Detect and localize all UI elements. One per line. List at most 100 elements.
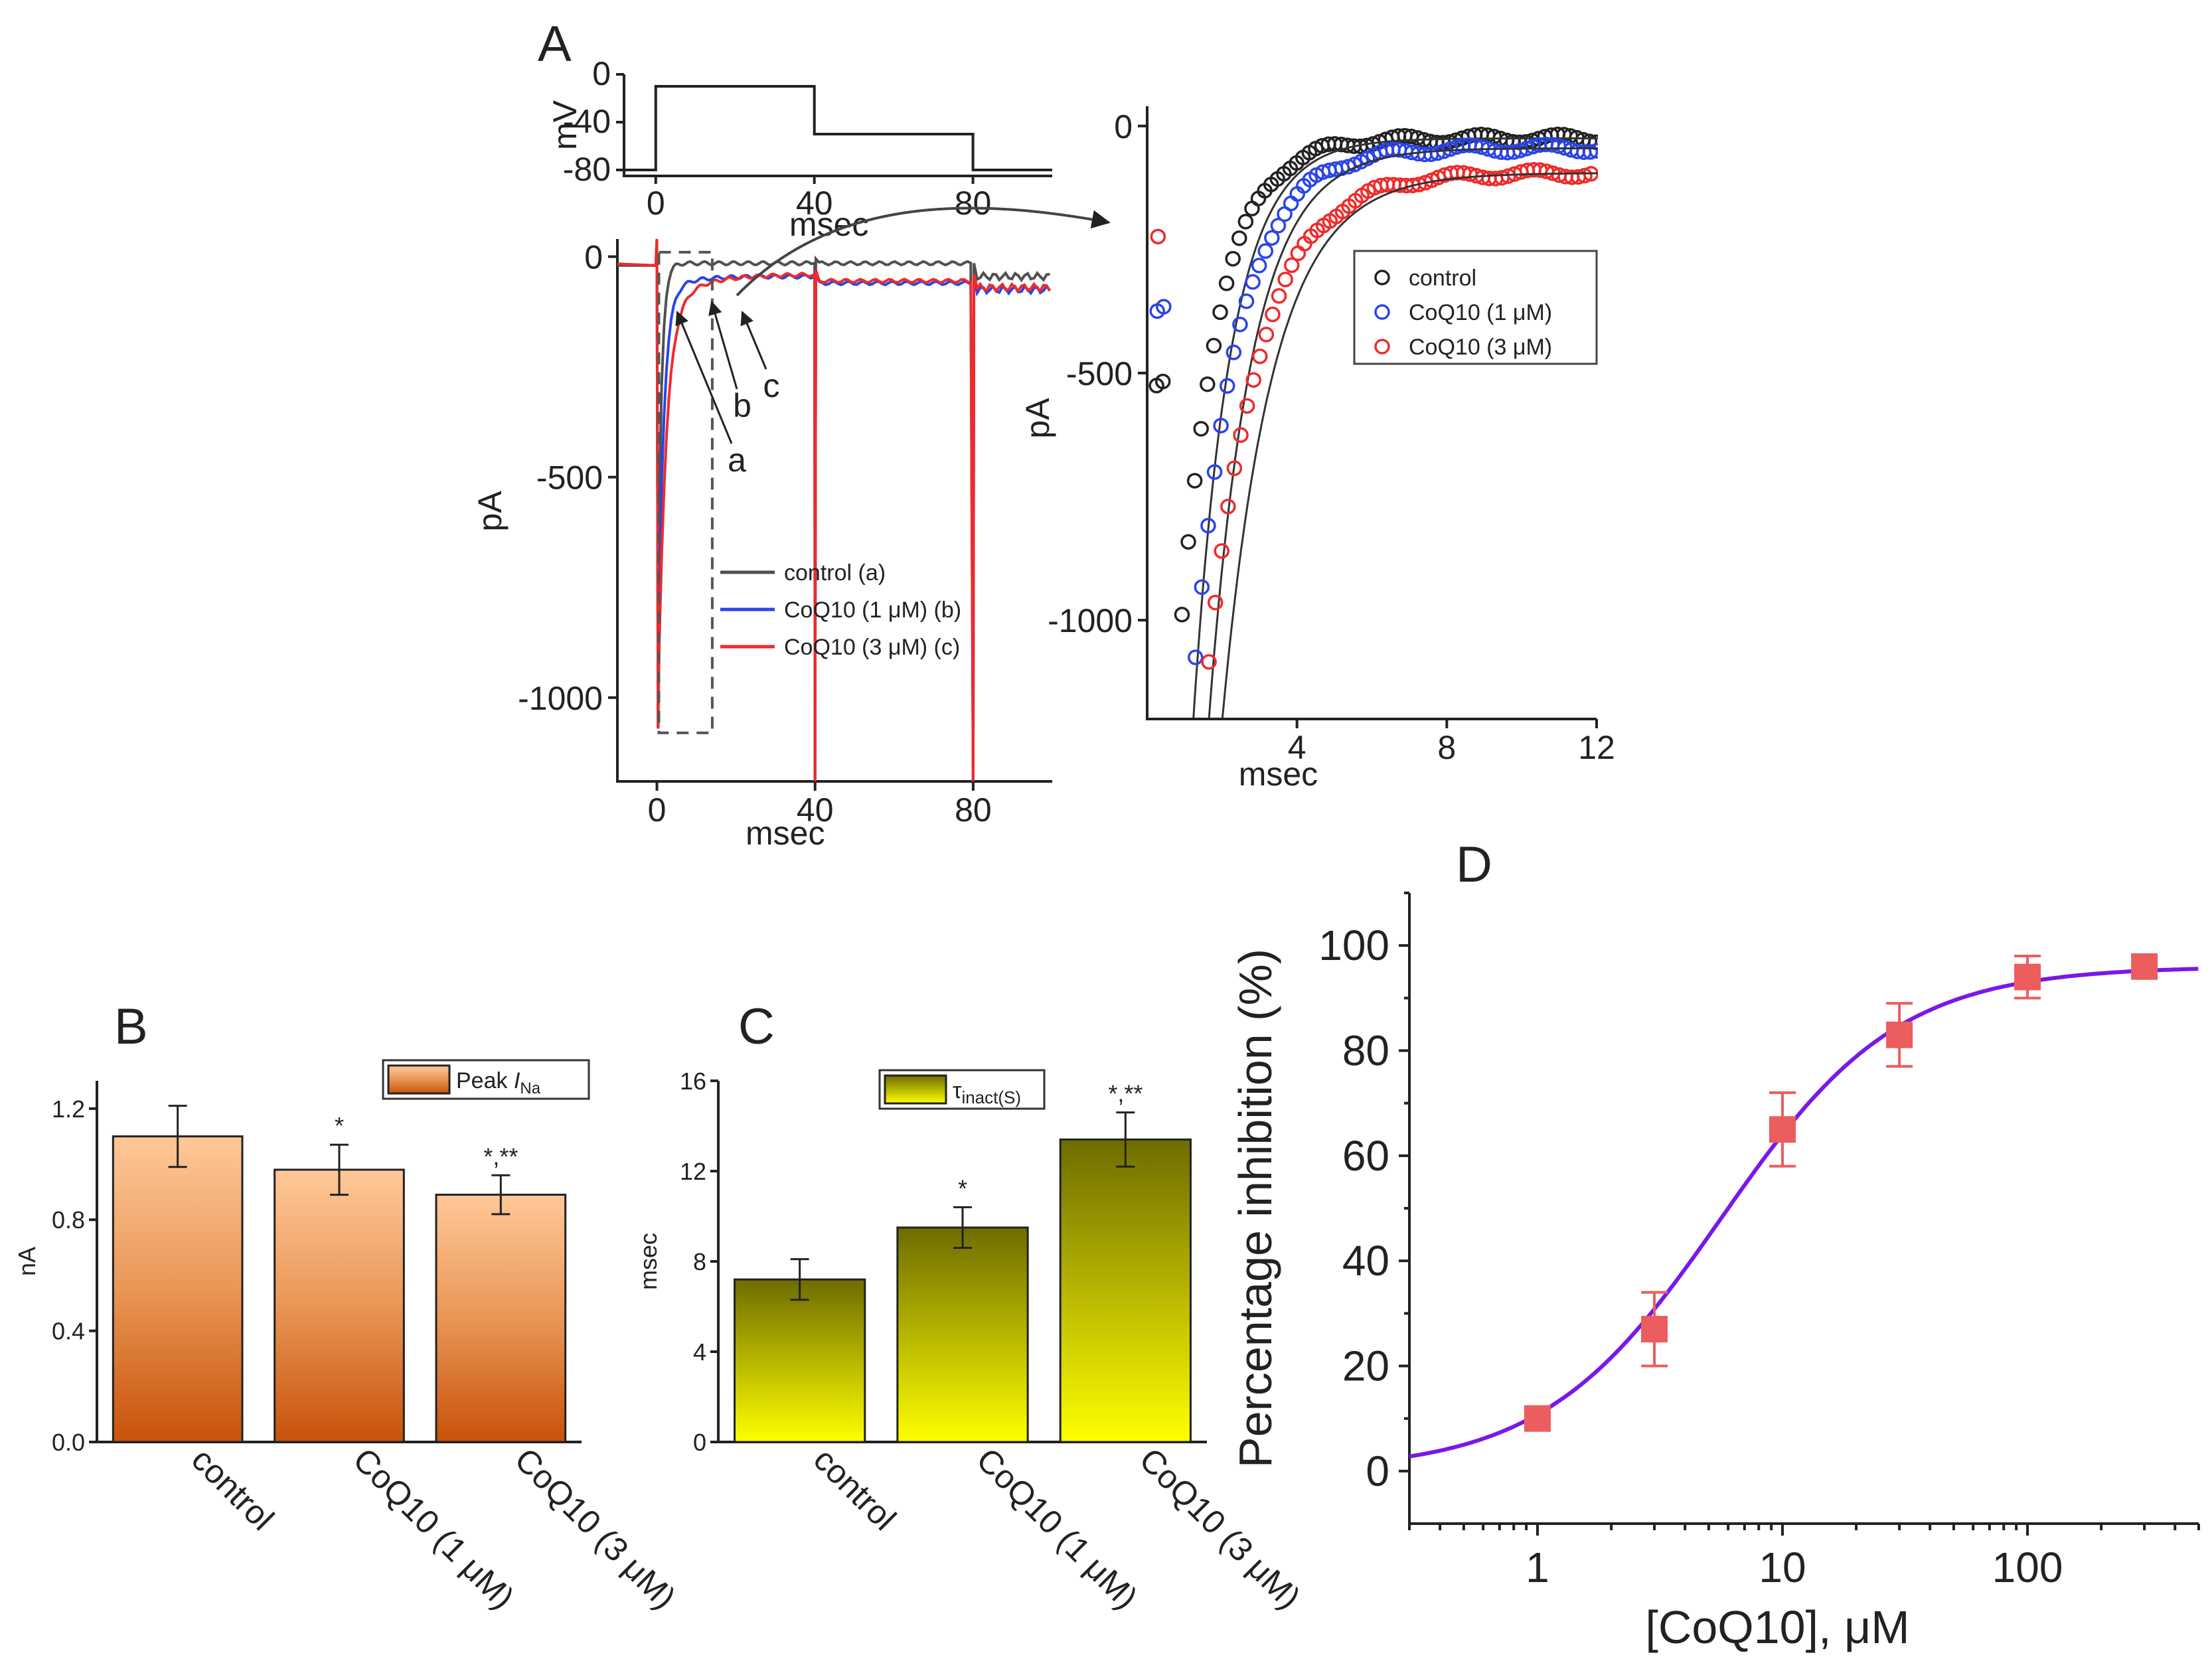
traces-y-tick-label: -1000 (518, 680, 603, 717)
protocol-axes (623, 74, 1052, 177)
significance-marker: *,** (483, 1143, 518, 1170)
annotation-arrow (740, 311, 767, 370)
inset-data-point (1233, 427, 1249, 443)
bar-category-label: CoQ10 (1 μM) (969, 1441, 1145, 1616)
dose-data-point (1524, 1405, 1551, 1432)
protocol-x-tick-label: 80 (955, 185, 992, 222)
bar-category-label: CoQ10 (3 μM) (508, 1441, 683, 1616)
panel-b-peak-ina-bars: 0.0 0.4 0.8 1.2 nA control * CoQ10 (1 μM) *,** Co… (13, 1059, 683, 1616)
dose-y-tick-label: 80 (1342, 1027, 1389, 1075)
inset-x-label: msec (1239, 756, 1318, 793)
traces-legend-label: CoQ10 (3 μM) (c) (784, 635, 960, 660)
inset-data-point (1252, 348, 1268, 364)
traces-x-tick-label: 0 (648, 791, 667, 829)
dose-y-tick-label: 40 (1342, 1237, 1389, 1285)
inset-data-point (1154, 373, 1171, 390)
protocol-y-tick-label: 0 (592, 55, 611, 92)
inset-data-point (1257, 243, 1274, 259)
inset-data-point (1258, 327, 1275, 343)
panel-label-b: B (114, 998, 148, 1055)
bar-legend-label: τinact(S) (953, 1078, 1021, 1107)
inset-data-point (1225, 345, 1242, 360)
panel-d-concentration-response: 0 20 40 60 80 100 1 10 100 [CoQ10], μM Percentage … (1229, 892, 2200, 1653)
inset-data-point (1237, 214, 1254, 230)
inset-legend-label: control (1409, 266, 1476, 291)
zoom-region-box (657, 250, 714, 734)
bar-y-tick-label: 4 (693, 1338, 706, 1366)
inset-fit-line (1221, 172, 1598, 718)
inset-data-point (1231, 230, 1247, 246)
bar-y-tick-label: 16 (680, 1068, 706, 1095)
traces-y-tick-label: 0 (584, 239, 603, 276)
inset-data-point (1194, 579, 1210, 596)
inset-data-point (1200, 518, 1216, 534)
dose-y-tick-label: 0 (1366, 1447, 1389, 1495)
inset-data-point (1186, 473, 1203, 489)
trace-line-2 (617, 238, 1052, 782)
protocol-y-tick-label: -80 (563, 151, 611, 188)
inset-data-point (1283, 195, 1299, 212)
dose-x-tick-label: 100 (1992, 1544, 2063, 1591)
inset-y-tick-label: 0 (1114, 108, 1133, 145)
bar-y-label: msec (635, 1233, 662, 1290)
inset-data-point (1225, 250, 1241, 267)
bar-y-label: nA (13, 1247, 40, 1276)
dose-data-point (2131, 953, 2158, 980)
zoom-connector-arrow (736, 206, 1111, 297)
inset-data-point (1251, 258, 1267, 274)
inset-data-point (1218, 276, 1235, 291)
bar-legend-swatch (884, 1074, 947, 1105)
inset-x-tick-label: 4 (1288, 729, 1306, 766)
protocol-y-label: mV (546, 100, 584, 150)
inset-data-point (1238, 293, 1255, 309)
dose-x-tick-label: 1 (1526, 1544, 1549, 1591)
bar (896, 1226, 1029, 1443)
inset-data-point (1245, 274, 1261, 290)
bar-y-tick-label: 0.0 (52, 1429, 85, 1456)
inset-plot-area (1148, 126, 1598, 718)
bar-y-tick-label: 0 (693, 1429, 706, 1456)
traces-x-label: msec (746, 815, 825, 852)
inset-data-point (1193, 421, 1209, 437)
inset-legend-label: CoQ10 (3 μM) (1409, 335, 1552, 360)
bar (734, 1278, 866, 1443)
annotation-letter: c (763, 367, 780, 404)
traces-x-tick-label: 80 (955, 791, 992, 829)
protocol-y-tick-label: -40 (563, 103, 611, 140)
inset-data-point (1180, 534, 1196, 550)
inset-data-point (1213, 418, 1229, 434)
inset-fit-line (1208, 147, 1598, 718)
bar (1059, 1138, 1192, 1443)
dose-data-point (2014, 963, 2041, 991)
significance-marker: * (958, 1174, 967, 1202)
annotation-letter: b (733, 387, 751, 424)
inset-data-point (1214, 543, 1230, 559)
inset-data-point (1239, 398, 1255, 414)
inset-fit-line (1192, 137, 1598, 718)
bar-legend-label: Peak INa (456, 1068, 541, 1097)
traces-legend-label: CoQ10 (1 μM) (b) (784, 598, 961, 623)
dose-y-tick-label: 60 (1342, 1132, 1389, 1180)
traces-y-tick-label: -500 (536, 459, 603, 497)
bar-y-tick-label: 12 (680, 1158, 706, 1185)
bar (435, 1194, 567, 1443)
significance-marker: *,** (1108, 1080, 1143, 1107)
hill-fit-curve (1409, 967, 2199, 1459)
protocol-x-tick-label: 0 (647, 185, 665, 222)
trace-line-1 (617, 238, 1052, 782)
panel-a-current-traces: 0 40 80 0 -500 -1000 msec pA abc control (a) CoQ10… (471, 239, 1052, 852)
inset-data-point (1150, 228, 1166, 245)
inset-data-point (1270, 218, 1287, 234)
significance-marker: * (335, 1112, 344, 1139)
dose-x-tick-label: 10 (1759, 1544, 1806, 1591)
traces-x-tick-label: 40 (797, 791, 834, 829)
inset-legend-marker (1374, 304, 1390, 320)
panel-label-a: A (538, 16, 572, 72)
trace-line-0 (617, 238, 1050, 782)
dose-data-point (1886, 1021, 1913, 1048)
inset-axes (1146, 106, 1597, 720)
inset-legend-label: CoQ10 (1 μM) (1409, 300, 1552, 325)
annotation-letter: a (728, 441, 746, 479)
